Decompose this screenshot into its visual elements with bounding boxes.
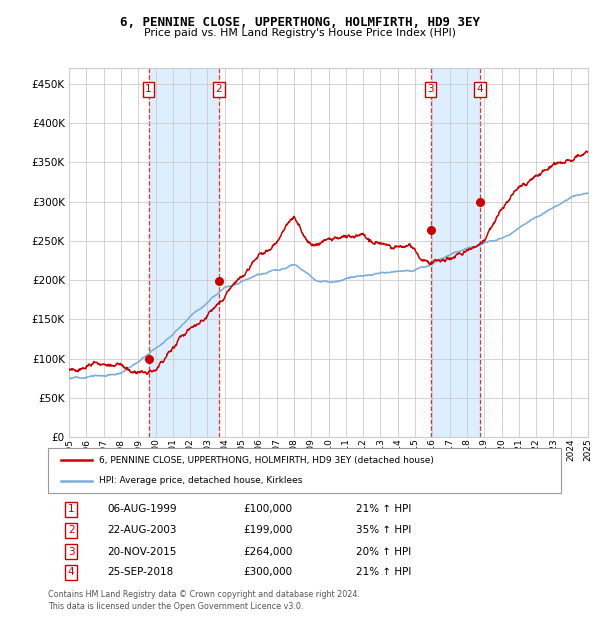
Text: 2: 2: [215, 84, 222, 94]
Text: 4: 4: [68, 567, 74, 577]
Text: 1: 1: [145, 84, 152, 94]
Text: 20-NOV-2015: 20-NOV-2015: [107, 547, 176, 557]
Text: £100,000: £100,000: [243, 505, 292, 515]
Bar: [149, 68, 218, 437]
Text: 22-AUG-2003: 22-AUG-2003: [107, 525, 176, 535]
Text: 2: 2: [68, 525, 74, 535]
Text: 3: 3: [427, 84, 434, 94]
Text: 3: 3: [68, 547, 74, 557]
Text: 25-SEP-2018: 25-SEP-2018: [107, 567, 173, 577]
Bar: [431, 68, 480, 437]
Text: 4: 4: [476, 84, 483, 94]
Text: £199,000: £199,000: [243, 525, 292, 535]
Text: 06-AUG-1999: 06-AUG-1999: [107, 505, 176, 515]
Text: HPI: Average price, detached house, Kirklees: HPI: Average price, detached house, Kirk…: [100, 476, 302, 485]
Text: 21% ↑ HPI: 21% ↑ HPI: [356, 505, 411, 515]
Text: Contains HM Land Registry data © Crown copyright and database right 2024.
This d: Contains HM Land Registry data © Crown c…: [48, 590, 360, 611]
Text: 6, PENNINE CLOSE, UPPERTHONG, HOLMFIRTH, HD9 3EY: 6, PENNINE CLOSE, UPPERTHONG, HOLMFIRTH,…: [120, 16, 480, 29]
FancyBboxPatch shape: [48, 448, 561, 493]
Text: 35% ↑ HPI: 35% ↑ HPI: [356, 525, 411, 535]
Text: 21% ↑ HPI: 21% ↑ HPI: [356, 567, 411, 577]
Text: Price paid vs. HM Land Registry's House Price Index (HPI): Price paid vs. HM Land Registry's House …: [144, 28, 456, 38]
Text: 1: 1: [68, 505, 74, 515]
Text: 20% ↑ HPI: 20% ↑ HPI: [356, 547, 411, 557]
Text: 6, PENNINE CLOSE, UPPERTHONG, HOLMFIRTH, HD9 3EY (detached house): 6, PENNINE CLOSE, UPPERTHONG, HOLMFIRTH,…: [100, 456, 434, 465]
Text: £300,000: £300,000: [243, 567, 292, 577]
Text: £264,000: £264,000: [243, 547, 292, 557]
